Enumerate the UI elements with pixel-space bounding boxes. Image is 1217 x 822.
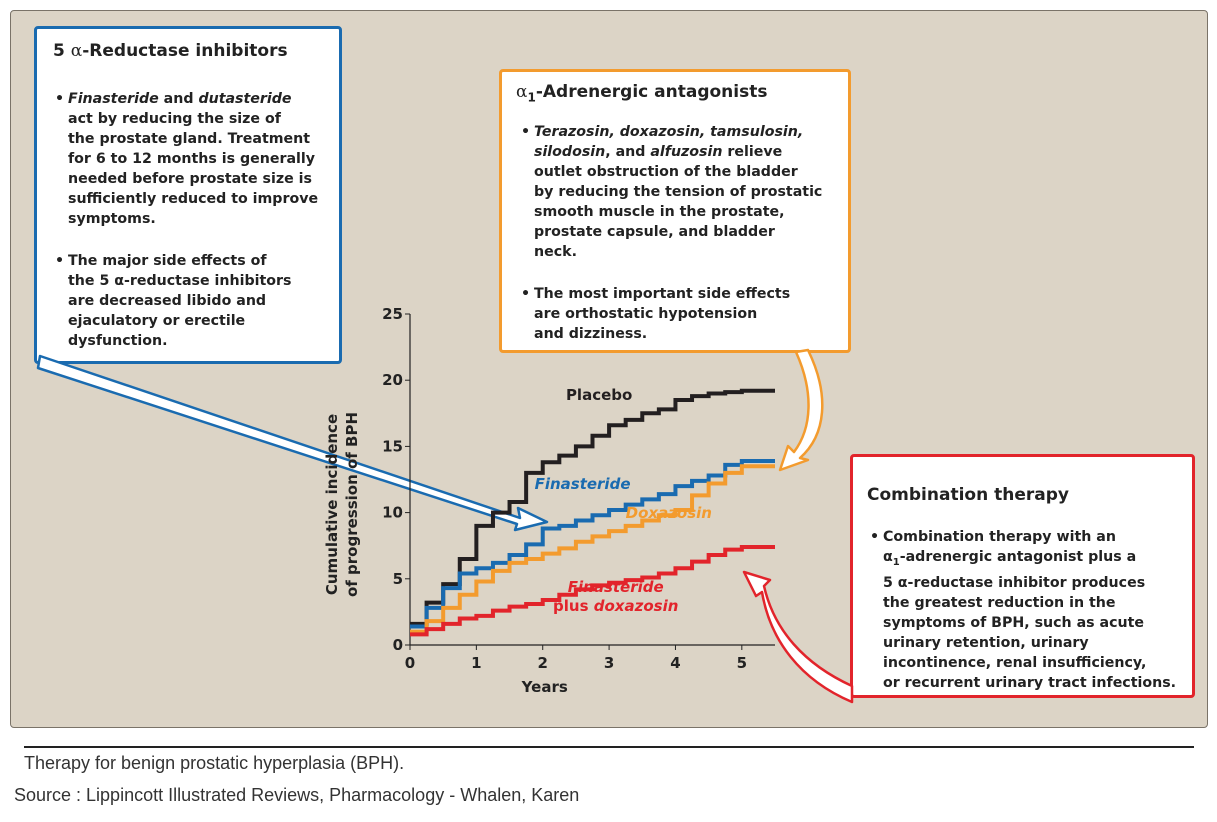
x-tick-label: 2 <box>538 654 548 672</box>
chart-series <box>410 388 775 637</box>
series-label-placebo: Placebo <box>566 386 632 404</box>
text-line: Finasteride and dutasteride <box>68 91 292 107</box>
text-line: needed before prostate size is <box>68 171 312 187</box>
y-tick-label: 5 <box>393 570 403 588</box>
y-tick-label: 25 <box>382 305 403 323</box>
text-line: ejaculatory or erectile <box>68 313 246 329</box>
y-tick-label: 0 <box>393 636 403 654</box>
figure-caption: Therapy for benign prostatic hyperplasia… <box>24 753 405 773</box>
box-title-alpha1: α1-Adrenergic antagonists <box>516 82 768 105</box>
series-label-doxazosin: Doxazosin <box>626 504 712 522</box>
series-label-finasteride: Finasteride <box>535 475 631 493</box>
series-finasteride-plus-doxazosin <box>410 545 775 637</box>
x-tick-label: 4 <box>670 654 680 672</box>
text-line: act by reducing the size of <box>68 111 281 127</box>
bullet-side-effects-alpha1: • The most important side effects are ort… <box>521 286 791 342</box>
callout-arrows <box>36 348 854 704</box>
text-line: outlet obstruction of the bladder <box>534 164 798 180</box>
text-line: by reducing the tension of prostatic <box>534 184 823 200</box>
text-line: incontinence, renal insufficiency, <box>883 654 1147 671</box>
text-line: prostate capsule, and bladder <box>534 224 775 240</box>
box-combination-therapy: Combination therapy • Combination therap… <box>850 454 1195 698</box>
text-line: sufficiently reduced to improve <box>68 191 319 207</box>
chart-labels: PlaceboFinasterideDoxazosinFinasteridepl… <box>535 386 712 615</box>
text-line: dysfunction. <box>68 333 168 349</box>
text-line: and dizziness. <box>534 326 648 342</box>
text-line: the 5 α-reductase inhibitors <box>68 273 292 289</box>
bullet-side-effects-5ari: • The major side effects of the 5 α-reduc… <box>55 253 292 349</box>
text-line: or recurrent urinary tract infections. <box>883 674 1177 691</box>
text-line: the greatest reduction in the <box>883 594 1116 611</box>
x-tick-label: 1 <box>471 654 481 672</box>
bullet-combination: • Combination therapy with an α1-adrenerg… <box>870 529 1177 691</box>
y-axis-title: Cumulative incidence of progression of BP… <box>323 412 361 597</box>
chart-axes: 0 5 10 15 20 25 0 1 2 3 4 5 Years Cumulative incidenc… <box>323 305 775 696</box>
arrow-combination-to-combo-line-icon <box>742 570 854 704</box>
x-axis-title: Years <box>521 678 568 696</box>
text-line: silodosin, and alfuzosin relieve <box>534 144 783 160</box>
bullet-mechanism-5ari: • Finasteride and dutasteride act by redu… <box>55 91 319 227</box>
text-line: The major side effects of <box>68 253 267 269</box>
text-line: symptoms of BPH, such as acute <box>883 614 1145 631</box>
y-axis-title-line: Cumulative incidence <box>323 414 341 595</box>
box-title-combination: Combination therapy <box>867 485 1069 505</box>
text-line: for 6 to 12 months is generally <box>68 151 316 167</box>
caption-divider <box>24 746 1194 748</box>
box-alpha1-adrenergic-antagonists: α1-Adrenergic antagonists • Terazosin, d… <box>499 69 851 353</box>
text-line: smooth muscle in the prostate, <box>534 204 785 220</box>
text-line: symptoms. <box>68 211 156 227</box>
series-label-finasteride-plus-doxazosin: Finasteride <box>568 578 664 596</box>
arrow-alpha1-to-doxazosin-icon <box>778 348 824 472</box>
text-line: The most important side effects <box>534 286 791 302</box>
series-placebo <box>410 388 775 626</box>
text-line: 5 α-reductase inhibitor produces <box>883 574 1146 591</box>
text-line: α1-adrenergic antagonist plus a <box>883 549 1137 568</box>
box-5-alpha-reductase-inhibitors: 5 α-Reductase inhibitors • Finasteride a… <box>34 26 342 364</box>
figure-source: Source : Lippincott Illustrated Reviews,… <box>14 785 580 805</box>
text-line: are decreased libido and <box>68 293 267 309</box>
x-tick-label: 3 <box>604 654 614 672</box>
x-tick-label: 0 <box>405 654 415 672</box>
y-axis-title-line: of progression of BPH <box>343 412 361 597</box>
series-doxazosin <box>410 464 775 634</box>
text-line: Terazosin, doxazosin, tamsulosin, <box>534 124 804 140</box>
y-tick-label: 20 <box>382 371 403 389</box>
y-tick-label: 15 <box>382 437 403 455</box>
text-line: the prostate gland. Treatment <box>68 131 311 147</box>
arrow-5ari-to-finasteride-icon <box>36 354 549 532</box>
text-line: are orthostatic hypotension <box>534 306 758 322</box>
text-line: urinary retention, urinary <box>883 634 1089 651</box>
series-finasteride <box>410 458 775 629</box>
y-tick-label: 10 <box>382 504 403 522</box>
bullet-mechanism-alpha1: • Terazosin, doxazosin, tamsulosin, silod… <box>521 124 823 260</box>
text-line: neck. <box>534 244 577 260</box>
text-line: Combination therapy with an <box>883 529 1116 545</box>
x-tick-label: 5 <box>737 654 747 672</box>
box-title-5ari: 5 α-Reductase inhibitors <box>53 41 288 61</box>
series-label-finasteride-plus-doxazosin: plus doxazosin <box>553 597 678 615</box>
